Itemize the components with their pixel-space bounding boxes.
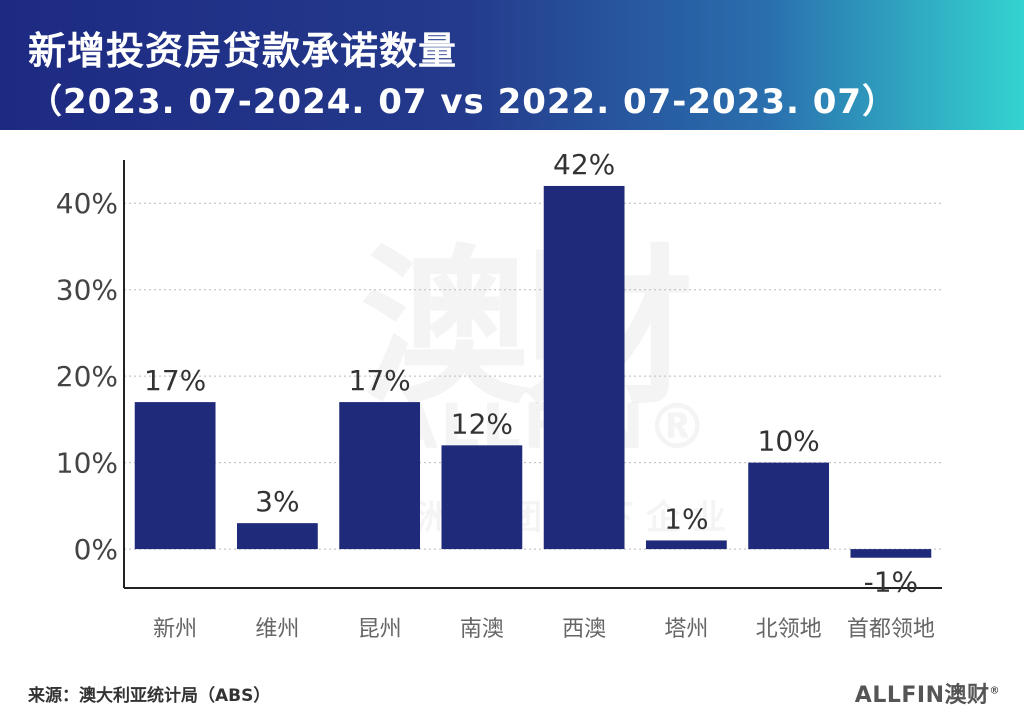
- data-label: 1%: [664, 502, 708, 535]
- bar: [748, 462, 830, 550]
- header-banner: 新增投资房贷款承诺数量 （2023. 07-2024. 07 vs 2022. …: [0, 0, 1024, 130]
- x-tick-label: 新州: [153, 617, 197, 642]
- brand-logo-text: ALLFIN澳财: [854, 683, 990, 708]
- x-tick-label: 塔州: [664, 617, 708, 642]
- data-label: -1%: [864, 566, 919, 599]
- data-label: 12%: [451, 407, 513, 440]
- registered-mark: ®: [989, 685, 1000, 697]
- x-tick-label: 首都领地: [847, 617, 935, 642]
- bar: [339, 402, 421, 550]
- data-label: 17%: [144, 364, 206, 397]
- y-tick-label: 40%: [56, 187, 118, 220]
- data-label: 10%: [758, 425, 820, 458]
- data-label: 3%: [255, 485, 299, 518]
- x-tick-label: 昆州: [358, 617, 402, 642]
- y-tick-label: 10%: [56, 447, 118, 480]
- bar-chart: 0% 10% 20% 30% 40% 17% 新州 3% 维州 17% 昆州 12% 南澳 42% 西澳 1%…: [56, 148, 942, 642]
- bar: [645, 540, 727, 550]
- x-tick-label: 南澳: [460, 617, 504, 642]
- source-note: 来源：澳大利亚统计局（ABS）: [28, 686, 271, 706]
- bar: [850, 549, 932, 558]
- chart-title: 新增投资房贷款承诺数量: [28, 29, 458, 73]
- chart-subtitle: （2023. 07-2024. 07 vs 2022. 07-2023. 07）: [28, 82, 898, 122]
- bar: [441, 445, 523, 550]
- y-tick-label: 0%: [74, 533, 118, 566]
- bar: [236, 523, 318, 550]
- data-label: 17%: [349, 364, 411, 397]
- bar: [134, 402, 216, 550]
- x-tick-label: 北领地: [756, 617, 822, 642]
- data-label: 42%: [553, 148, 615, 181]
- y-tick-label: 20%: [56, 360, 118, 393]
- brand-logo: ALLFIN澳财®: [855, 677, 1000, 709]
- y-tick-label: 30%: [56, 274, 118, 307]
- x-tick-label: 维州: [255, 617, 299, 642]
- x-tick-label: 西澳: [562, 617, 606, 642]
- bar: [543, 185, 625, 550]
